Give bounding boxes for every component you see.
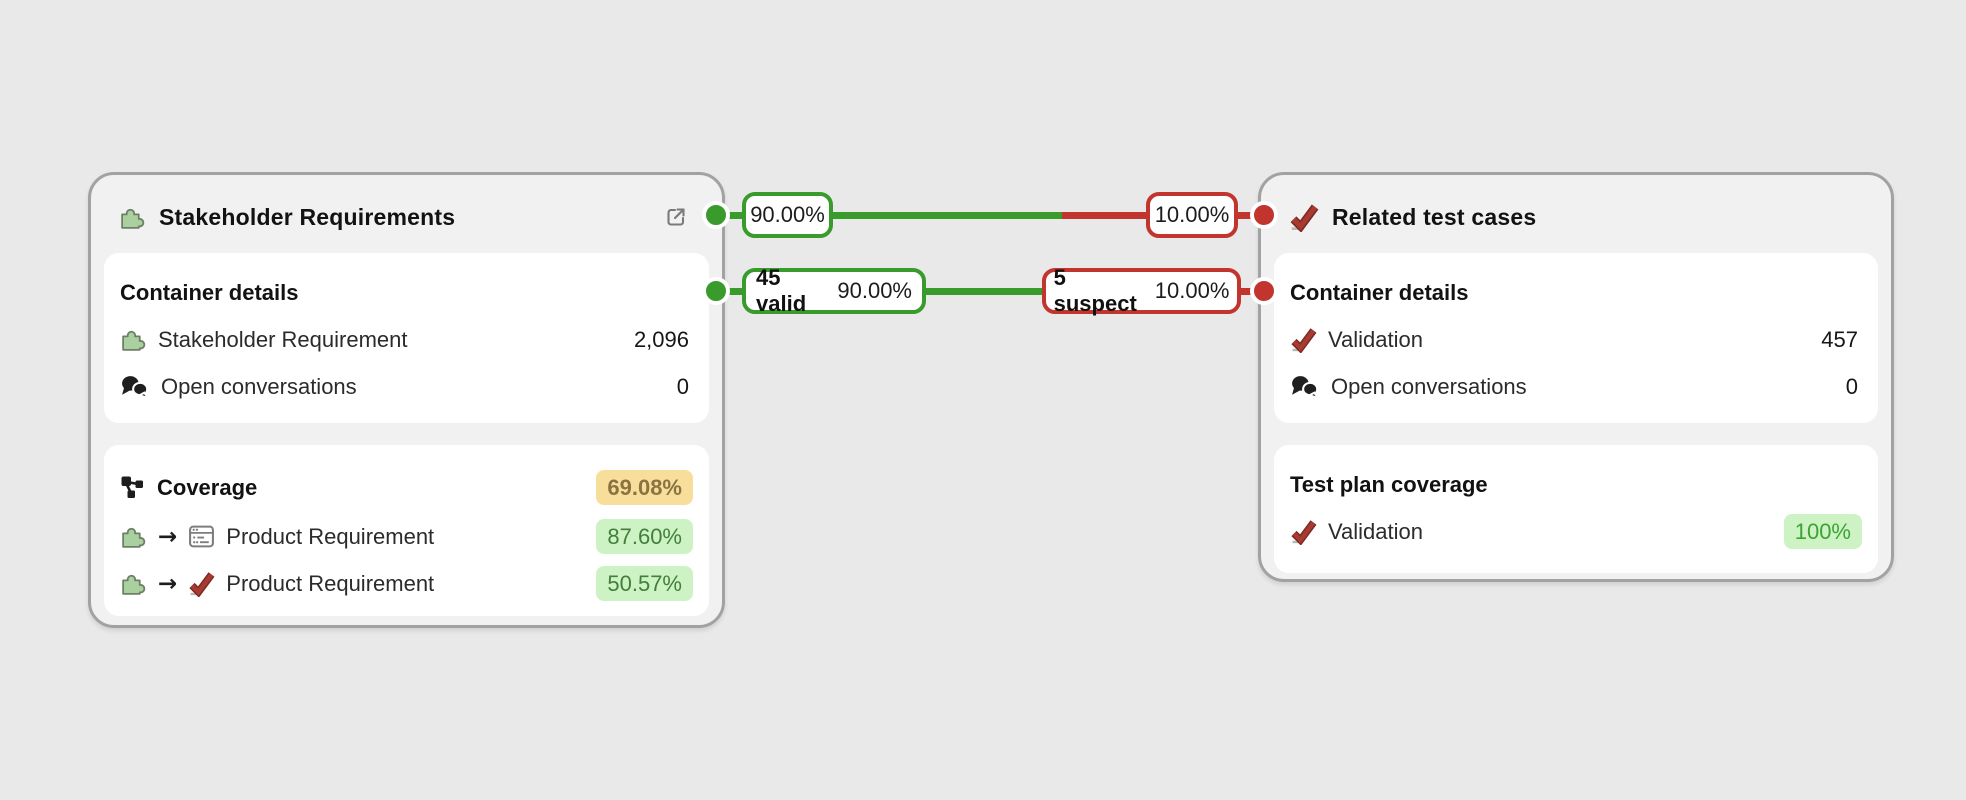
badge-text: 90.00% bbox=[750, 202, 825, 227]
badge-percent-text: 10.00% bbox=[1154, 278, 1230, 303]
link-suspect-percent-badge[interactable]: 10.00% bbox=[1146, 192, 1238, 238]
validation-check-icon bbox=[1290, 518, 1317, 545]
row-value: 0 bbox=[676, 373, 689, 399]
right-card-title: Related test cases bbox=[1332, 203, 1537, 230]
link-endpoint-dot-green bbox=[702, 201, 730, 229]
row-label: Product Requirement bbox=[226, 570, 435, 596]
relationship-link-valid-segment bbox=[716, 212, 1062, 219]
section-title: Container details bbox=[1290, 280, 1469, 305]
form-icon bbox=[188, 523, 215, 550]
row-label: Product Requirement bbox=[226, 523, 435, 549]
row-label: Open conversations bbox=[1331, 373, 1527, 399]
link-endpoint-dot-red bbox=[1250, 277, 1278, 305]
coverage-total-badge: 69.08% bbox=[596, 470, 693, 505]
row-value: 0 bbox=[1845, 373, 1858, 399]
puzzle-icon bbox=[120, 570, 147, 597]
row-label: Validation bbox=[1328, 326, 1423, 352]
arrow-icon: → bbox=[158, 570, 178, 597]
right-container-details-section: Container details Validation 457 Open co… bbox=[1274, 253, 1878, 423]
section-title-text: Coverage bbox=[157, 474, 258, 500]
left-card-header: Stakeholder Requirements bbox=[91, 175, 722, 253]
table-row: Validation 457 bbox=[1290, 316, 1862, 363]
conversations-icon bbox=[120, 374, 150, 400]
arrow-icon: → bbox=[158, 523, 178, 550]
external-link-icon[interactable] bbox=[664, 205, 688, 229]
link-endpoint-dot-green bbox=[702, 277, 730, 305]
row-value: 457 bbox=[1821, 326, 1858, 352]
right-card-header: Related test cases bbox=[1261, 175, 1891, 253]
coverage-badge: 100% bbox=[1783, 514, 1862, 549]
test-plan-coverage-section: Test plan coverage Validation 100% bbox=[1274, 445, 1878, 573]
coverage-icon bbox=[120, 475, 145, 500]
related-test-cases-node[interactable]: Related test cases Container details Val… bbox=[1258, 172, 1894, 582]
row-value: 2,096 bbox=[633, 326, 689, 352]
link-valid-percent-badge[interactable]: 90.00% bbox=[742, 192, 833, 238]
row-label: Validation bbox=[1328, 518, 1423, 544]
table-row: → Product Requirement 87.60% bbox=[120, 513, 693, 560]
validation-check-icon bbox=[1289, 202, 1319, 232]
coverage-badge: 50.57% bbox=[596, 566, 693, 601]
table-row: Stakeholder Requirement 2,096 bbox=[120, 316, 693, 363]
table-row: Open conversations 0 bbox=[1290, 363, 1862, 410]
row-label: Open conversations bbox=[161, 373, 357, 399]
badge-percent-text: 90.00% bbox=[837, 278, 912, 303]
table-row: Open conversations 0 bbox=[120, 363, 693, 410]
section-title: Container details bbox=[120, 280, 299, 305]
conversations-icon bbox=[1290, 374, 1320, 400]
left-coverage-section: Coverage 69.08% → Product Requirement 87… bbox=[104, 445, 709, 616]
section-title: Coverage 69.08% bbox=[120, 445, 693, 505]
left-container-details-section: Container details Stakeholder Requiremen… bbox=[104, 253, 709, 423]
validation-check-icon bbox=[188, 570, 215, 597]
section-title: Test plan coverage bbox=[1290, 472, 1488, 497]
puzzle-icon bbox=[119, 204, 146, 231]
row-label: Stakeholder Requirement bbox=[158, 326, 408, 352]
link-valid-count-badge[interactable]: 45 valid 90.00% bbox=[742, 265, 926, 316]
left-card-title: Stakeholder Requirements bbox=[159, 203, 456, 230]
link-suspect-count-badge[interactable]: 5 suspect 10.00% bbox=[1042, 265, 1241, 316]
stakeholder-requirements-node[interactable]: Stakeholder Requirements Container detai… bbox=[88, 172, 725, 628]
validation-check-icon bbox=[1290, 326, 1317, 353]
badge-count-text: 5 suspect bbox=[1053, 265, 1137, 316]
link-endpoint-dot-red bbox=[1250, 201, 1278, 229]
puzzle-icon bbox=[120, 326, 147, 353]
table-row: → Product Requirement 50.57% bbox=[120, 560, 693, 607]
puzzle-icon bbox=[120, 523, 147, 550]
table-row: Validation 100% bbox=[1290, 508, 1862, 555]
coverage-badge: 87.60% bbox=[596, 519, 693, 554]
badge-count-text: 45 valid bbox=[756, 265, 807, 316]
badge-text: 10.00% bbox=[1154, 202, 1230, 227]
